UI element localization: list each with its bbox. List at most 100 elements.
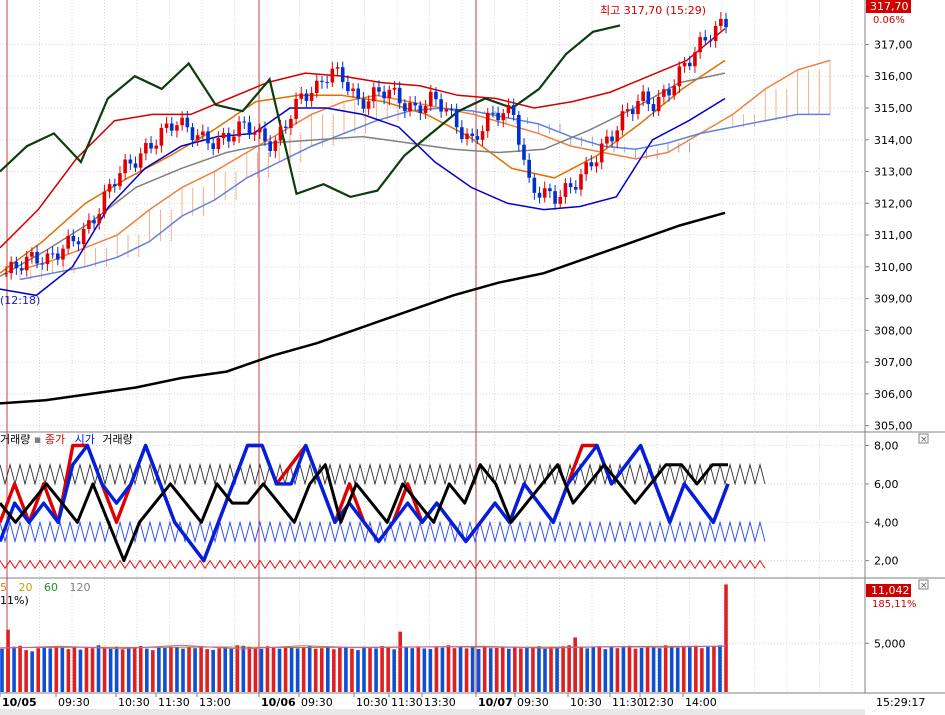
volume-bar bbox=[374, 648, 378, 692]
volume-bar bbox=[42, 647, 47, 692]
candle-body bbox=[45, 253, 50, 265]
x-tick-label: 09:30 bbox=[517, 696, 549, 709]
candle-body bbox=[61, 248, 65, 260]
volume-bar bbox=[175, 647, 179, 692]
candle-body bbox=[677, 66, 682, 87]
volume-bar bbox=[132, 647, 137, 692]
volume-bar bbox=[440, 647, 445, 692]
volume-bar bbox=[681, 646, 686, 692]
candle-body bbox=[403, 103, 407, 111]
candle-body bbox=[325, 81, 329, 83]
volume-bar bbox=[163, 647, 167, 692]
volume-bar bbox=[428, 649, 433, 692]
candle-body bbox=[128, 159, 133, 164]
volume-bar bbox=[688, 647, 692, 692]
candle-body bbox=[123, 159, 127, 174]
candle-body bbox=[50, 253, 55, 255]
y-tick-label: 305,00 bbox=[874, 420, 913, 433]
candle-body bbox=[584, 162, 588, 175]
volume-bar bbox=[386, 647, 390, 692]
x-tick-label: 09:30 bbox=[58, 696, 90, 709]
candle-body bbox=[651, 104, 656, 112]
candle-body bbox=[118, 173, 122, 187]
candle-body bbox=[542, 188, 547, 198]
vol-close-button[interactable] bbox=[918, 579, 929, 590]
candle-body bbox=[195, 135, 200, 141]
volume-bar bbox=[48, 648, 53, 692]
volume-bar bbox=[694, 645, 698, 692]
volume-bar bbox=[567, 645, 571, 692]
x-tick-label: 12:30 bbox=[642, 696, 674, 709]
candle-body bbox=[185, 117, 190, 128]
candle-body bbox=[703, 37, 708, 41]
volume-spike bbox=[6, 629, 10, 692]
candle-body bbox=[460, 127, 464, 140]
volume-bar bbox=[78, 649, 83, 692]
volume-spike bbox=[235, 645, 240, 692]
osc-line bbox=[0, 443, 730, 563]
y-tick-label: 315,00 bbox=[874, 102, 913, 115]
volume-bar bbox=[488, 648, 493, 692]
candle-body bbox=[371, 87, 376, 102]
scroll-strip[interactable] bbox=[0, 709, 865, 715]
candle-body bbox=[175, 125, 179, 131]
vol-legend-sub: 11%) bbox=[0, 594, 29, 607]
volume-bar bbox=[223, 646, 228, 692]
volume-bar bbox=[138, 646, 143, 692]
y-tick-label: 311,00 bbox=[874, 229, 913, 242]
y-tick-label: 312,00 bbox=[874, 197, 913, 210]
vol-legend: 5 20 60 120 bbox=[0, 581, 91, 594]
volume-bar bbox=[675, 647, 680, 692]
volume-bar bbox=[145, 648, 149, 692]
volume-bar bbox=[18, 645, 22, 692]
candle-body bbox=[35, 252, 39, 264]
candle-body bbox=[294, 98, 298, 119]
candle-body bbox=[211, 143, 215, 150]
candle-body bbox=[491, 112, 495, 114]
volume-bar bbox=[259, 648, 264, 692]
volume-bar bbox=[700, 648, 704, 692]
candle-body bbox=[713, 25, 718, 41]
candle-body bbox=[579, 174, 583, 190]
x-tick-label: 10/05 bbox=[2, 696, 37, 709]
volume-bar bbox=[151, 650, 155, 692]
volume-bar bbox=[319, 648, 324, 692]
volume-bar bbox=[229, 648, 234, 692]
candle-body bbox=[408, 102, 412, 111]
candle-body bbox=[413, 102, 418, 106]
volume-bar bbox=[36, 648, 40, 692]
candle-body bbox=[397, 87, 402, 104]
osc-band bbox=[0, 559, 766, 570]
candle-body bbox=[304, 93, 309, 101]
y-tick-label: 2,00 bbox=[874, 555, 899, 568]
vol-ma bbox=[0, 644, 727, 650]
y-tick-label: 4,00 bbox=[874, 516, 899, 529]
volume-bar bbox=[603, 649, 608, 692]
volume-bar bbox=[350, 648, 354, 692]
volume-bar bbox=[561, 646, 565, 692]
volume-bar bbox=[615, 648, 620, 692]
grid bbox=[0, 0, 865, 693]
candle-body bbox=[672, 86, 677, 96]
volume-bar bbox=[470, 647, 475, 692]
volume-bar bbox=[205, 649, 209, 692]
osc-close-button[interactable] bbox=[918, 433, 929, 444]
candle-body bbox=[138, 153, 143, 168]
candle-body bbox=[589, 162, 594, 167]
candle-body bbox=[149, 143, 153, 149]
candle-body bbox=[496, 112, 500, 121]
candle-body bbox=[81, 228, 86, 245]
candle-body bbox=[693, 52, 697, 67]
volume-bar bbox=[271, 647, 276, 692]
time-readout: 15:29:17 bbox=[876, 696, 925, 709]
candle-body bbox=[330, 68, 335, 83]
volume-bar bbox=[537, 646, 541, 692]
volume-bar bbox=[651, 647, 656, 692]
volume-bar bbox=[283, 646, 288, 692]
candle-body bbox=[169, 123, 174, 131]
volume-bar bbox=[476, 648, 481, 692]
volume-bar bbox=[639, 647, 644, 692]
volume-bar bbox=[72, 646, 77, 692]
candle-body bbox=[107, 184, 112, 192]
